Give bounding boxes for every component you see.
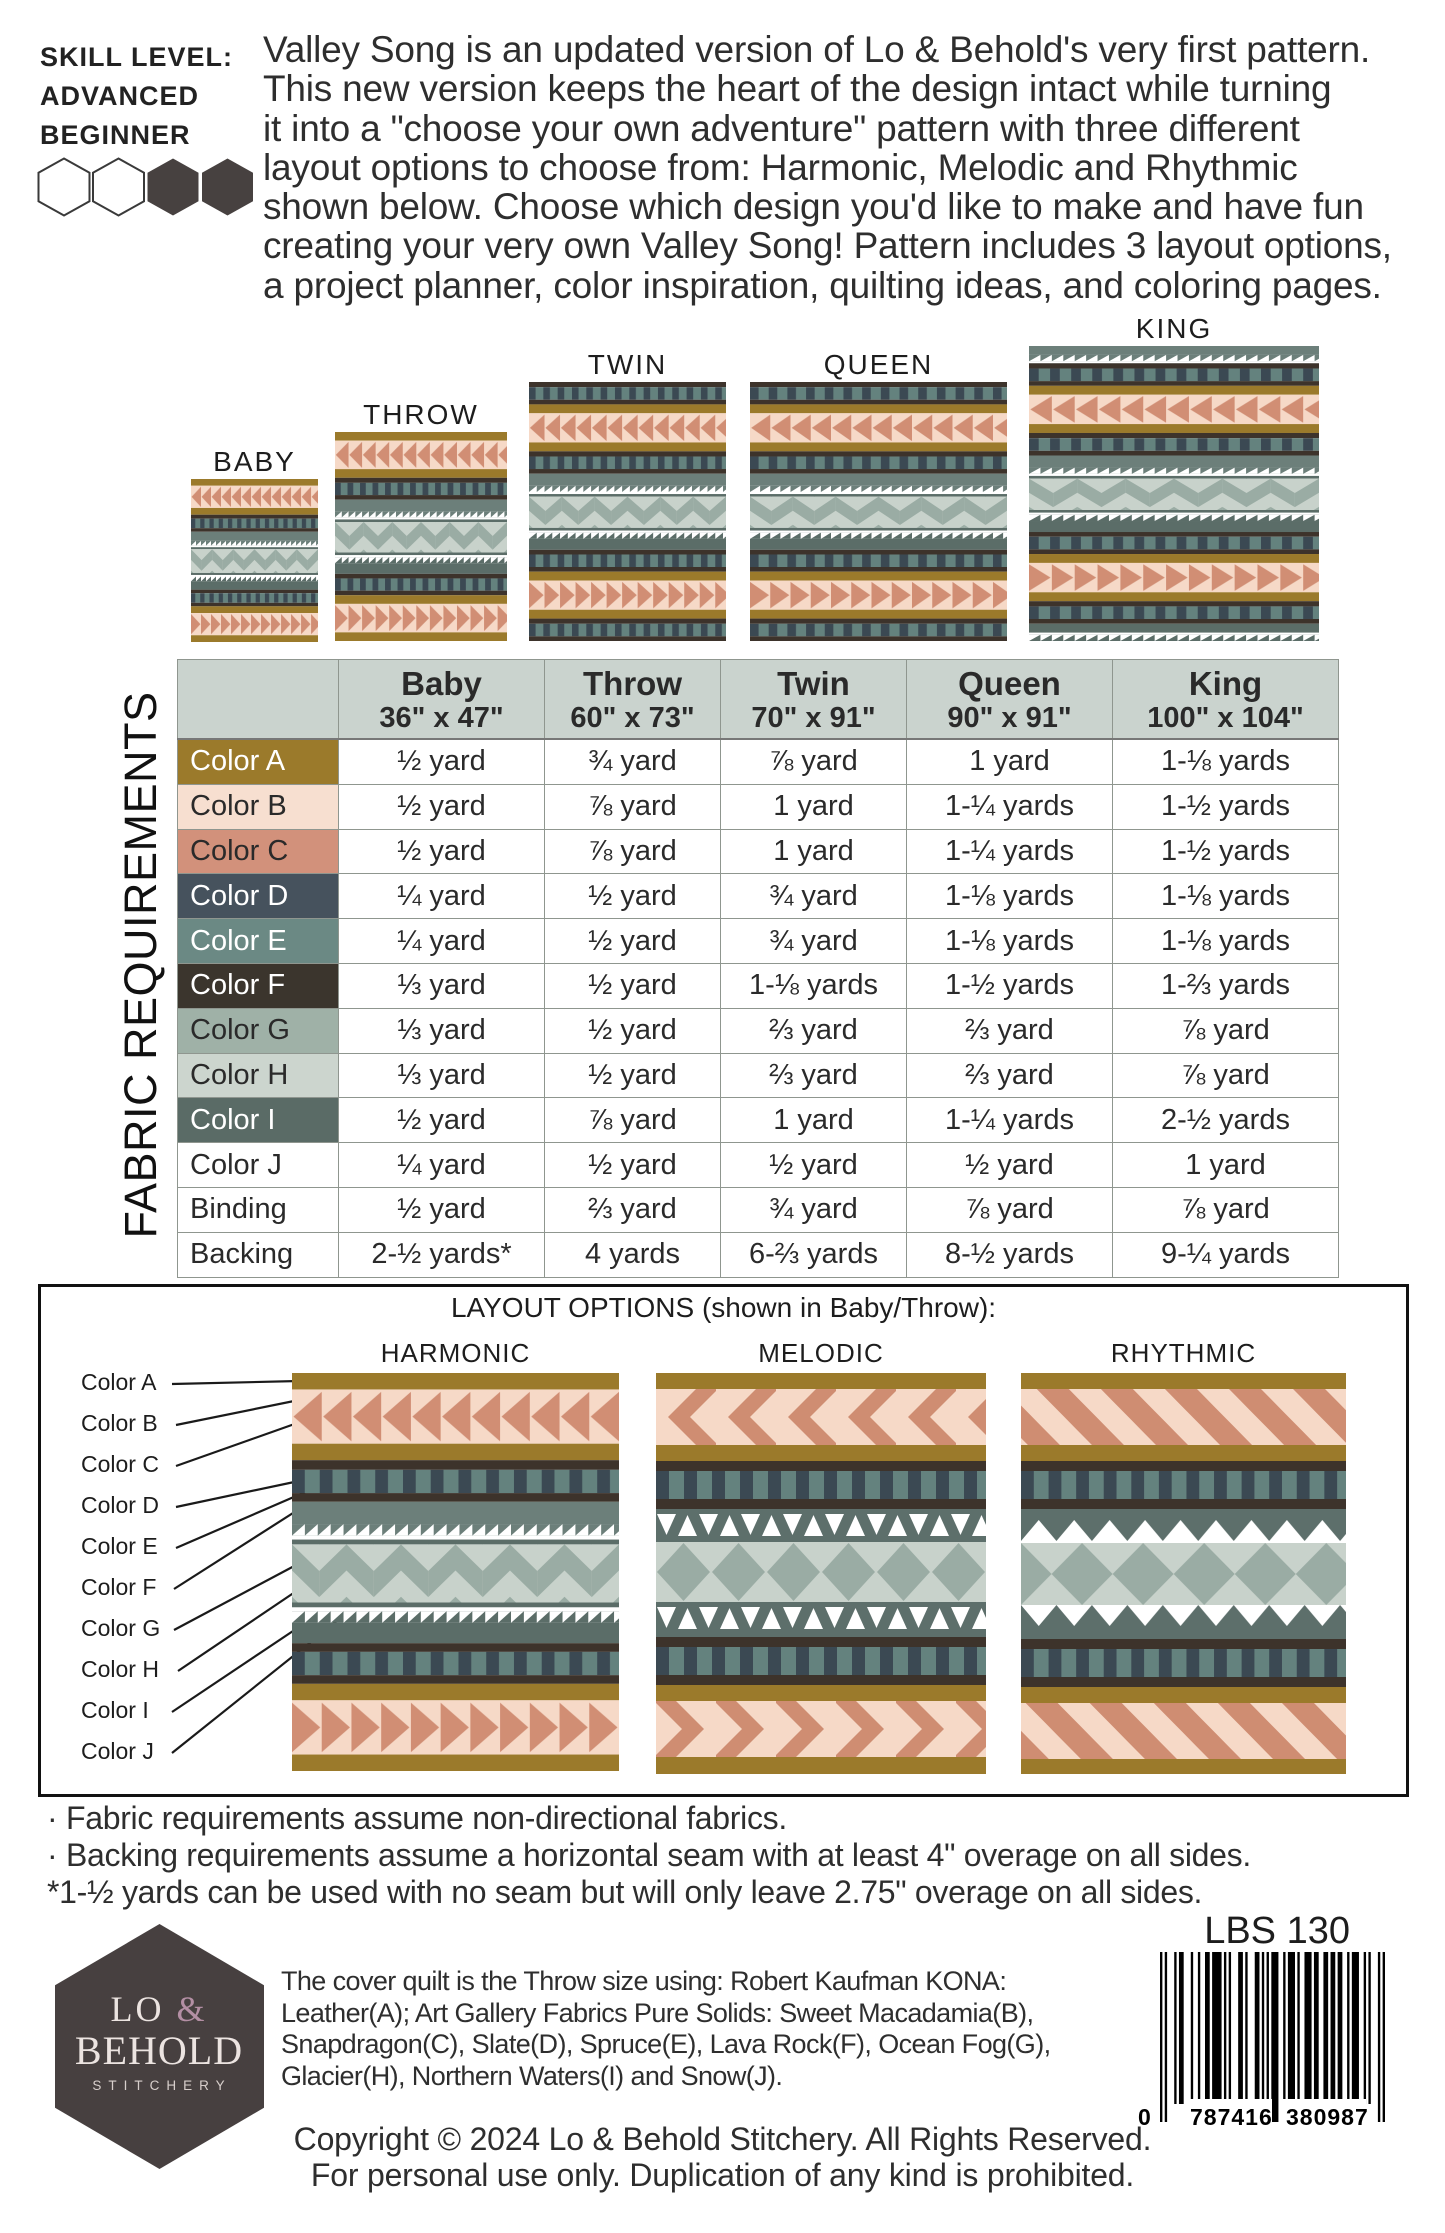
svg-text:LO &: LO & (110, 1989, 207, 2029)
svg-text:BEHOLD: BEHOLD (75, 2028, 243, 2073)
svg-text:STITCHERY: STITCHERY (92, 2078, 231, 2093)
